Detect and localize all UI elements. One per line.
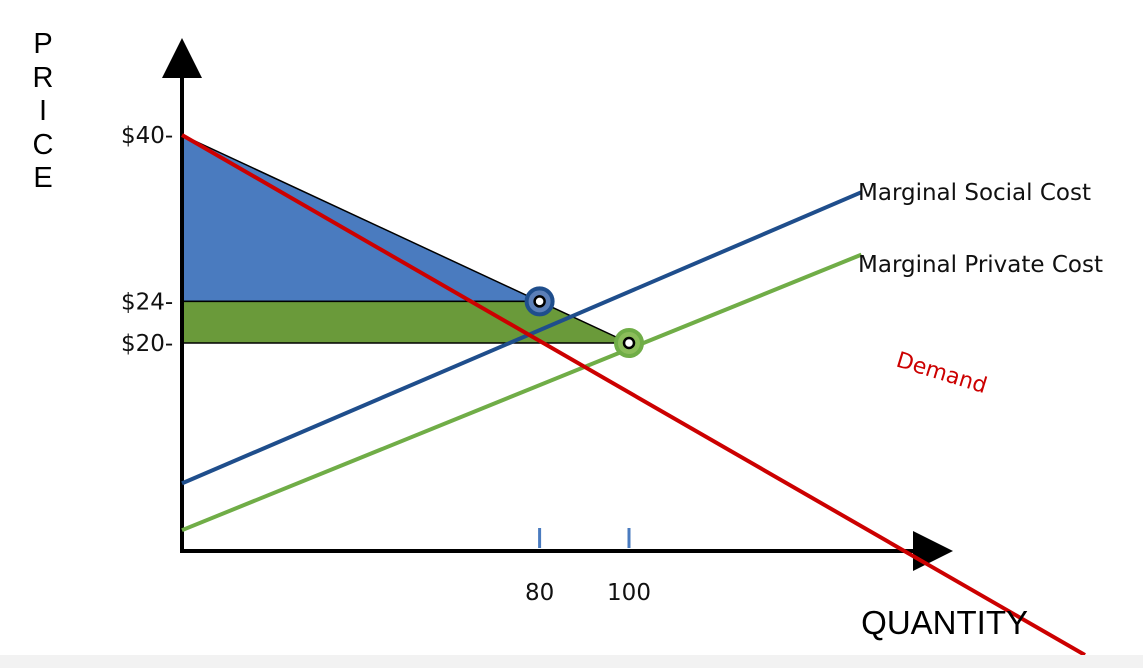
x-tick-label-100: 100 — [607, 580, 651, 606]
y-axis-title-letter: I — [38, 95, 48, 127]
y-axis-title-letter: P — [33, 28, 53, 60]
series-label-demand: Demand — [893, 348, 990, 399]
y-axis-title-letter: C — [32, 128, 54, 161]
series-line-demand — [181, 133, 1086, 655]
series-label-marginal-social-cost: Marginal Social Cost — [858, 180, 1091, 206]
region-consumer-surplus — [181, 133, 540, 303]
series-label-marginal-private-cost: Marginal Private Cost — [858, 252, 1103, 278]
series-line-marginal-private-cost — [181, 252, 863, 533]
y-tick-label-24: $24- — [121, 289, 173, 315]
x-axis-title: QUANTITY — [861, 604, 1028, 641]
equilibrium-marker-center-1 — [533, 295, 546, 308]
y-tick-label-40: $40- — [121, 123, 173, 149]
y-tick-label-20: $20- — [121, 331, 173, 357]
x-tick-label-80: 80 — [525, 580, 554, 606]
y-axis-title-letter: E — [33, 162, 53, 194]
y-axis-title-letter: R — [32, 61, 54, 94]
equilibrium-marker-center-2 — [622, 336, 636, 350]
series-line-marginal-social-cost — [181, 190, 863, 486]
